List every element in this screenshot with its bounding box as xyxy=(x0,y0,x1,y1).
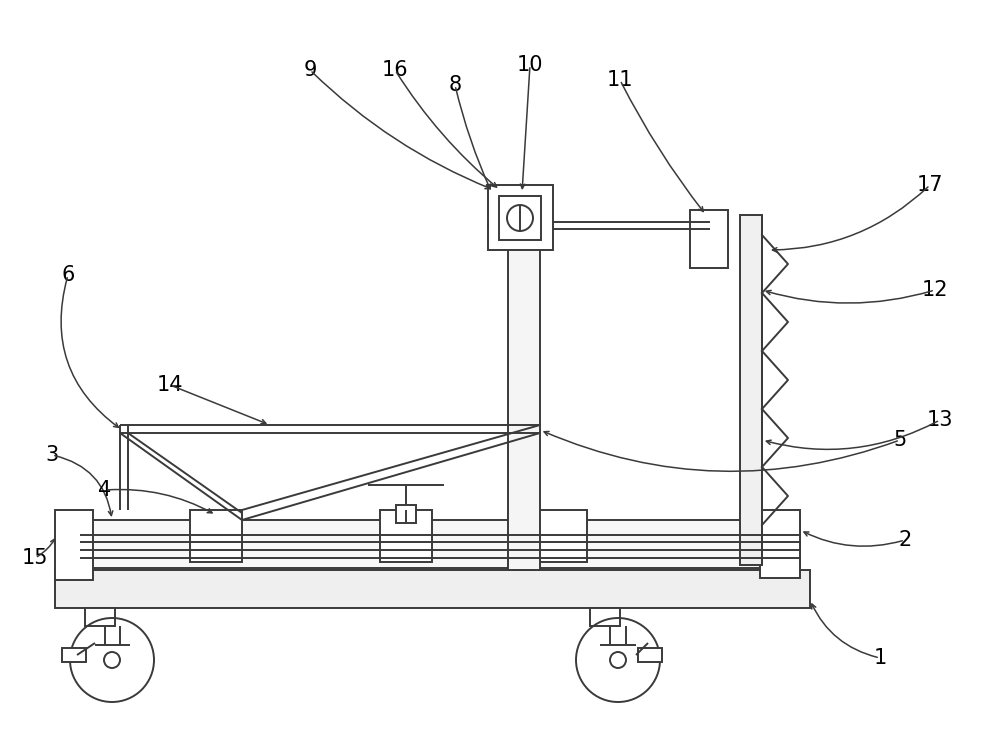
Bar xyxy=(55,570,810,608)
Text: 1: 1 xyxy=(873,648,887,668)
Bar xyxy=(690,210,728,268)
Text: 8: 8 xyxy=(448,75,462,95)
Bar xyxy=(80,520,800,568)
Bar xyxy=(190,510,242,562)
Text: 2: 2 xyxy=(898,530,912,550)
Text: 11: 11 xyxy=(607,70,633,90)
Bar xyxy=(62,648,86,662)
Bar xyxy=(380,510,432,562)
Text: 9: 9 xyxy=(303,60,317,80)
Text: 3: 3 xyxy=(45,445,59,465)
Text: 5: 5 xyxy=(893,430,907,450)
Bar xyxy=(535,510,587,562)
Bar xyxy=(740,215,762,565)
Bar xyxy=(638,648,662,662)
Text: 16: 16 xyxy=(382,60,408,80)
Text: 17: 17 xyxy=(917,175,943,195)
Bar xyxy=(499,196,541,240)
Text: 10: 10 xyxy=(517,55,543,75)
Text: 12: 12 xyxy=(922,280,948,300)
Text: 4: 4 xyxy=(98,480,112,500)
Bar xyxy=(396,505,416,523)
Bar xyxy=(488,185,553,250)
Bar xyxy=(590,608,620,626)
Text: 15: 15 xyxy=(22,548,48,568)
Text: 6: 6 xyxy=(61,265,75,285)
Text: 14: 14 xyxy=(157,375,183,395)
Bar xyxy=(85,608,115,626)
Text: 13: 13 xyxy=(927,410,953,430)
Bar xyxy=(55,510,93,580)
Bar xyxy=(760,510,800,578)
Bar xyxy=(508,200,540,570)
